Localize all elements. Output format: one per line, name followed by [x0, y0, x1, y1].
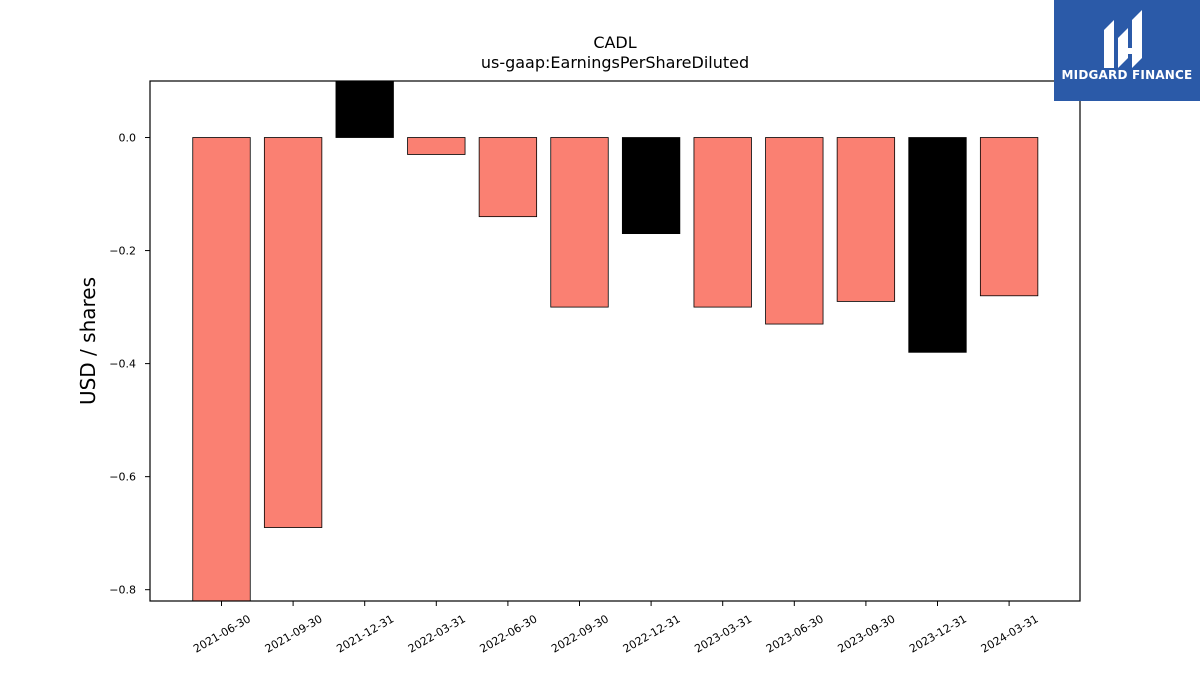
x-tick-label: 2021-09-30 [263, 612, 325, 655]
x-tick-label: 2023-06-30 [764, 612, 826, 655]
y-axis-label: USD / shares [76, 277, 100, 405]
y-ticks-group: 0.0 −0.2 −0.4 −0.6 −0.8 [109, 132, 150, 597]
y-tick-label: −0.6 [109, 471, 136, 484]
bar-2023-09-30 [836, 137, 896, 302]
x-tick-label: 2023-09-30 [836, 612, 898, 655]
x-tick-label: 2021-06-30 [191, 612, 253, 655]
chart-title: CADL [593, 33, 636, 52]
y-tick-label: 0.0 [119, 132, 137, 145]
bar-2021-06-30 [192, 137, 251, 602]
bar-2021-12-31 [335, 80, 394, 138]
x-tick-label: 2022-03-31 [406, 612, 468, 655]
x-tick-label: 2022-12-31 [621, 612, 683, 655]
bar-2023-03-31 [693, 137, 752, 308]
x-tick-label: 2023-12-31 [907, 612, 969, 655]
y-tick-label: −0.8 [109, 584, 136, 597]
x-tick-label: 2022-06-30 [478, 612, 540, 655]
bar-2021-09-30 [263, 137, 323, 528]
bar-2022-12-31 [621, 137, 681, 235]
bar-2024-03-31 [979, 137, 1039, 297]
x-tick-label: 2024-03-31 [979, 612, 1041, 655]
bars-group [192, 80, 1039, 602]
brand-logo: MIDGARD FINANCE [1054, 0, 1200, 101]
x-tick-label: 2023-03-31 [692, 612, 754, 655]
bar-2022-09-30 [550, 137, 609, 308]
y-tick-label: −0.2 [109, 245, 136, 258]
bar-2023-06-30 [765, 137, 824, 325]
plot-frame [149, 80, 1081, 602]
x-tick-label: 2021-12-31 [334, 612, 396, 655]
bar-2022-03-31 [407, 137, 466, 155]
bar-2022-06-30 [478, 137, 538, 218]
chart-subtitle: us-gaap:EarningsPerShareDiluted [481, 53, 749, 72]
bar-2023-12-31 [908, 137, 967, 353]
brand-name: MIDGARD FINANCE [1061, 68, 1193, 82]
x-ticks-group: 2021-06-30 2021-09-30 2021-12-31 2022-03-31… [191, 601, 1041, 656]
y-tick-label: −0.4 [109, 358, 136, 371]
x-tick-label: 2022-09-30 [549, 612, 611, 655]
brand-logo-mark [1104, 10, 1142, 68]
